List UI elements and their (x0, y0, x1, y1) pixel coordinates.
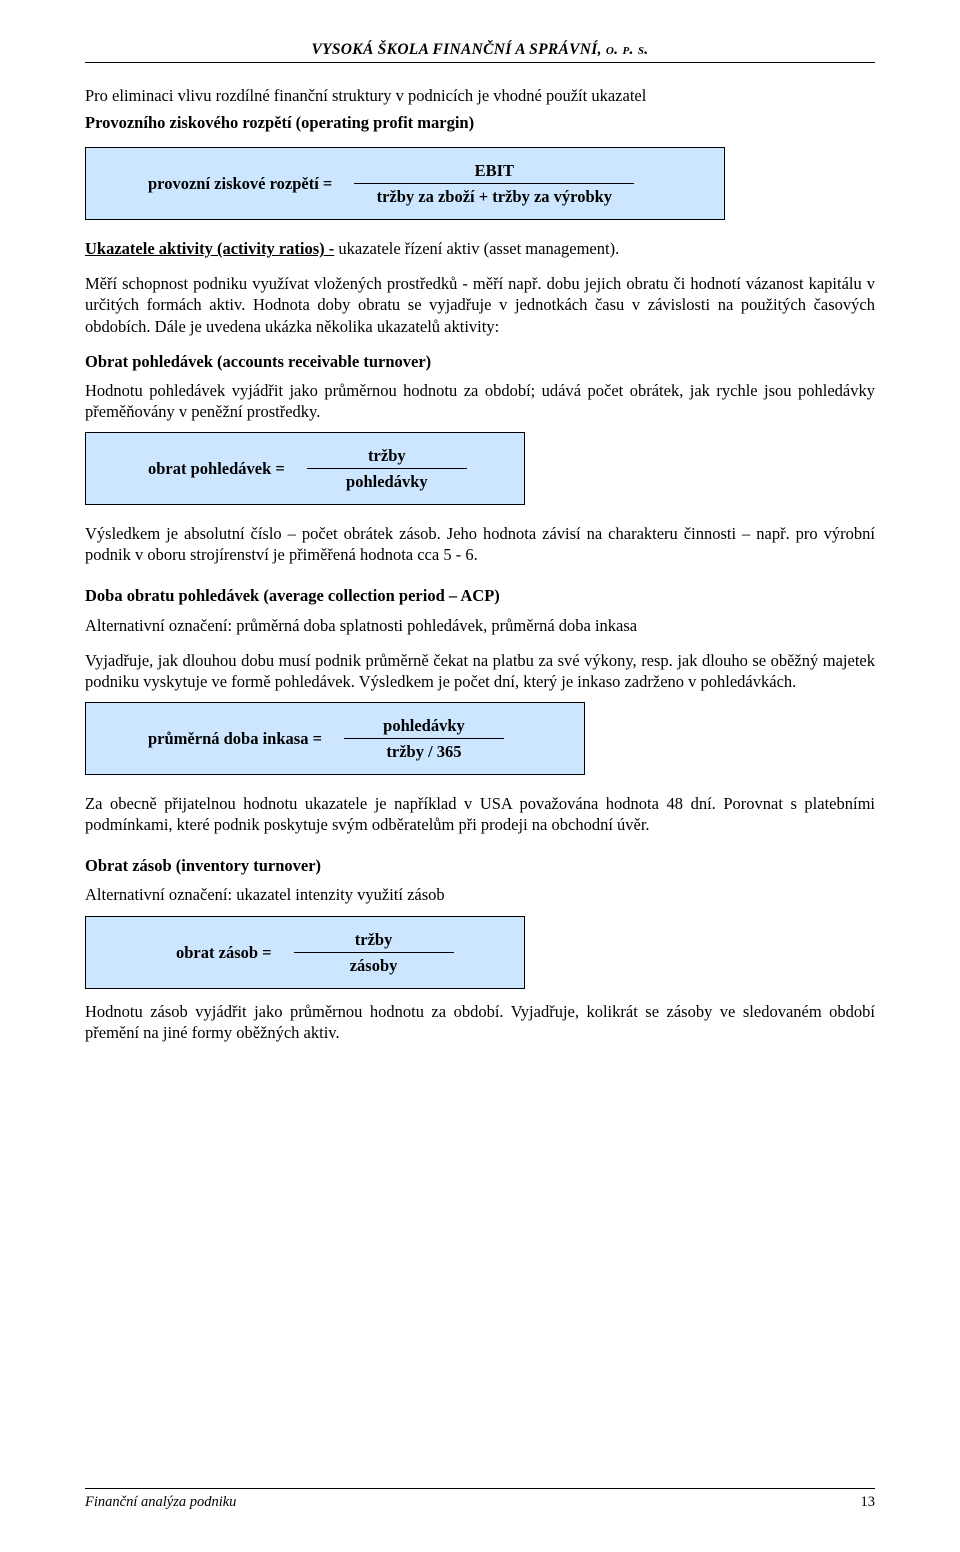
fraction-numerator: tržby (354, 443, 420, 468)
fraction-ebit: EBIT tržby za zboží + tržby za výrobky (354, 158, 634, 209)
page-header: VYSOKÁ ŠKOLA FINANČNÍ A SPRÁVNÍ, o. p. s… (85, 40, 875, 63)
fraction-numerator: EBIT (461, 158, 528, 183)
formula-prumerna-doba-inkasa: průměrná doba inkasa = pohledávky tržby … (85, 702, 585, 775)
formula-label: průměrná doba inkasa = (148, 728, 322, 749)
formula-provozni-rozpeti: provozní ziskové rozpětí = EBIT tržby za… (85, 147, 725, 220)
activity-p1: Měří schopnost podniku využívat vloženýc… (85, 273, 875, 336)
obrat-zasob-p1: Alternativní označení: ukazatel intenzit… (85, 884, 875, 905)
fraction-denominator: tržby / 365 (372, 739, 475, 764)
activity-heading-line: Ukazatele aktivity (activity ratios) - u… (85, 238, 875, 259)
footer-title: Finanční analýza podniku (85, 1493, 236, 1512)
formula-label: obrat zásob = (176, 942, 272, 963)
fraction-numerator: tržby (341, 927, 407, 952)
formula-obrat-pohledavek: obrat pohledávek = tržby pohledávky (85, 432, 525, 505)
fraction-inkasa: pohledávky tržby / 365 (344, 713, 504, 764)
fraction-numerator: pohledávky (369, 713, 479, 738)
doba-obratu-p1: Alternativní označení: průměrná doba spl… (85, 615, 875, 636)
obrat-pohl-heading: Obrat pohledávek (accounts receivable tu… (85, 351, 875, 372)
page-footer: Finanční analýza podniku 13 (85, 1488, 875, 1512)
fraction-denominator: pohledávky (332, 469, 442, 494)
intro-p2: Provozního ziskového rozpětí (operating … (85, 112, 875, 133)
fraction-denominator: tržby za zboží + tržby za výrobky (363, 184, 626, 209)
fraction-pohledavky: tržby pohledávky (307, 443, 467, 494)
page-number: 13 (861, 1493, 876, 1512)
fraction-denominator: zásoby (336, 953, 412, 978)
formula-label: provozní ziskové rozpětí = (148, 173, 332, 194)
obrat-zasob-p2: Hodnotu zásob vyjádřit jako průměrnou ho… (85, 1001, 875, 1043)
obrat-pohl-p1: Hodnotu pohledávek vyjádřit jako průměrn… (85, 380, 875, 422)
obrat-zasob-heading: Obrat zásob (inventory turnover) (85, 855, 875, 876)
formula-obrat-zasob: obrat zásob = tržby zásoby (85, 916, 525, 989)
obrat-pohl-p2: Výsledkem je absolutní číslo – počet obr… (85, 523, 875, 565)
activity-heading-rest: ukazatele řízení aktiv (asset management… (334, 239, 619, 258)
doba-obratu-p3: Za obecně přijatelnou hodnotu ukazatele … (85, 793, 875, 835)
doba-obratu-heading: Doba obratu pohledávek (average collecti… (85, 585, 875, 606)
formula-label: obrat pohledávek = (148, 458, 285, 479)
activity-heading: Ukazatele aktivity (activity ratios) - (85, 239, 334, 258)
doba-obratu-p2: Vyjadřuje, jak dlouhou dobu musí podnik … (85, 650, 875, 692)
intro-p1: Pro eliminaci vlivu rozdílné finanční st… (85, 85, 875, 106)
fraction-zasoby: tržby zásoby (294, 927, 454, 978)
